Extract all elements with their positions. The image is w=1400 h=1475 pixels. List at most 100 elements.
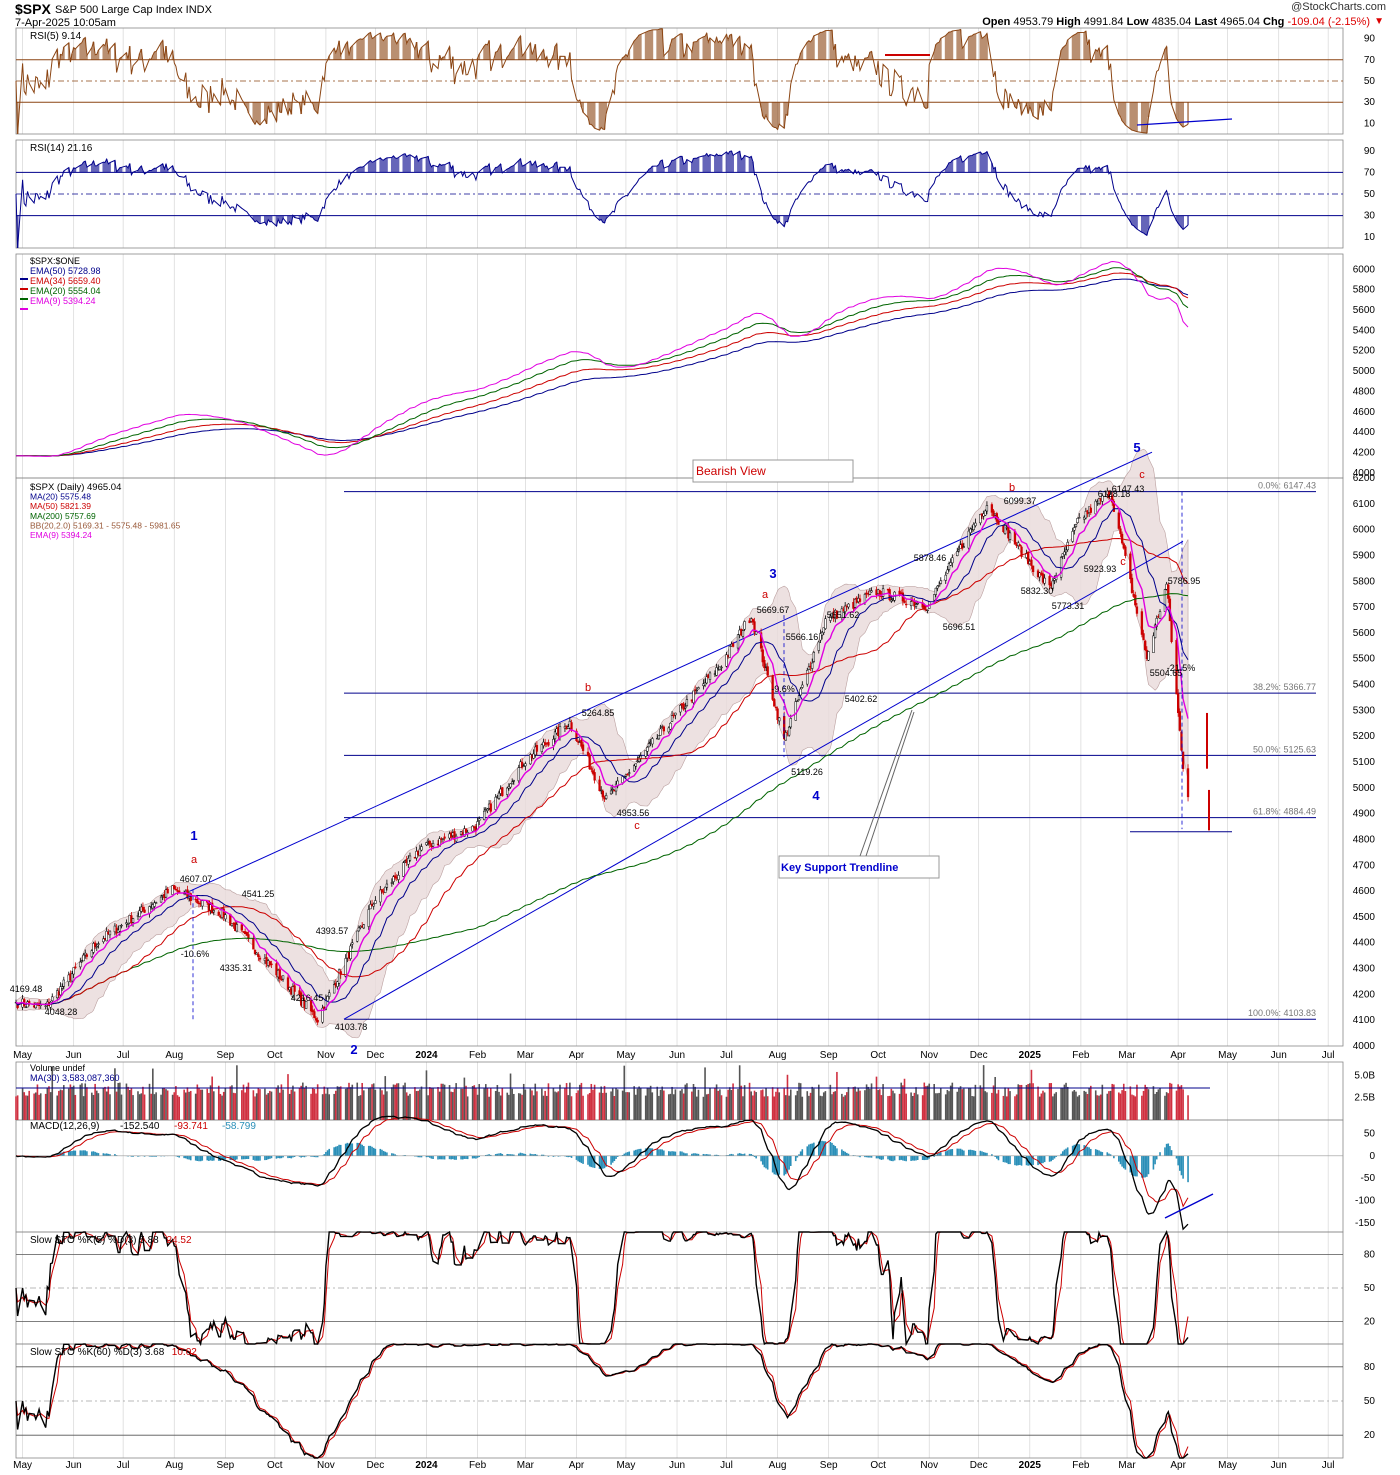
- volume-bar: [1060, 1087, 1062, 1120]
- volume-bar: [1101, 1084, 1104, 1120]
- volume-bar: [844, 1095, 846, 1120]
- price-candle-body: [255, 952, 258, 955]
- volume-bar: [1048, 1083, 1051, 1120]
- macd-histogram-bar: [427, 1155, 429, 1158]
- macd-histogram-bar: [74, 1150, 77, 1156]
- macd-histogram-bar: [714, 1154, 716, 1156]
- volume-bar: [801, 1096, 804, 1120]
- price-candle-body: [840, 608, 844, 618]
- macd-histogram-bar: [288, 1155, 291, 1159]
- price-point-label: 4216.45: [291, 993, 324, 1003]
- volume-bar: [476, 1094, 479, 1120]
- price-point-label: 4393.57: [316, 926, 349, 936]
- price-candle-body: [547, 742, 550, 746]
- volume-bar: [605, 1092, 607, 1120]
- open-value: 4953.79: [1013, 16, 1054, 28]
- volume-bar: [69, 1084, 72, 1120]
- macd-histogram-bar: [1032, 1155, 1034, 1166]
- price-candle-body: [720, 666, 723, 669]
- volume-bar: [231, 1085, 233, 1120]
- volume-bar: [1109, 1090, 1112, 1120]
- volume-bar: [529, 1088, 532, 1120]
- price-candle-body: [95, 946, 98, 948]
- macd-histogram-bar: [979, 1150, 982, 1156]
- volume-bar: [682, 1093, 685, 1120]
- volume-bar: [264, 1088, 266, 1120]
- macd-histogram-bar: [981, 1151, 983, 1156]
- volume-bar: [15, 1096, 17, 1120]
- volume-bar: [437, 1087, 439, 1120]
- macd-histogram-bar: [1165, 1143, 1168, 1156]
- macd-histogram-bar: [114, 1154, 116, 1156]
- macd-histogram-bar: [972, 1150, 975, 1156]
- volume-bar: [292, 1085, 294, 1120]
- macd-histogram-bar: [730, 1153, 733, 1156]
- macd-histogram-bar: [674, 1151, 677, 1156]
- volume-bar: [369, 1087, 372, 1120]
- volume-bar: [293, 1091, 296, 1120]
- volume-bar: [267, 1093, 270, 1120]
- volume-bar: [1154, 1093, 1156, 1120]
- chart-symbol: $SPX: [15, 1, 51, 17]
- macd-histogram-bar: [900, 1155, 903, 1160]
- macd-histogram-bar: [280, 1155, 283, 1159]
- macd-histogram-bar: [671, 1151, 673, 1156]
- price-candle-body: [443, 836, 446, 839]
- y-tick-label: 5.0B: [1354, 1070, 1375, 1081]
- volume-bar: [270, 1091, 273, 1120]
- price-point-label: 5504.65: [1150, 668, 1183, 678]
- volume-bar: [438, 1091, 441, 1120]
- bearish-view-label: Bearish View: [696, 464, 766, 478]
- volume-bar: [79, 1084, 82, 1120]
- macd-histogram-bar: [997, 1155, 1000, 1161]
- volume-bar: [311, 1087, 314, 1120]
- volume-bar: [23, 1092, 26, 1120]
- ma200-line: [15, 593, 1189, 1006]
- price-candle-body: [1112, 501, 1116, 512]
- volume-bar: [799, 1083, 802, 1120]
- volume-bar: [611, 1088, 614, 1120]
- macd-histogram-bar: [298, 1155, 301, 1157]
- macd-histogram-bar: [86, 1151, 88, 1156]
- y-tick-label: 20: [1364, 1430, 1376, 1441]
- price-candle-body: [309, 1000, 313, 1012]
- macd-histogram-bar: [557, 1155, 560, 1157]
- volume-bar: [1004, 1087, 1006, 1120]
- volume-bar: [822, 1092, 825, 1120]
- volume-bar: [155, 1092, 157, 1120]
- volume-bar: [51, 1066, 54, 1120]
- macd-histogram-bar: [789, 1155, 792, 1166]
- volume-bar: [305, 1085, 307, 1120]
- price-candle-body: [868, 590, 872, 595]
- price-candle-body: [755, 631, 758, 635]
- price-candle-body: [974, 522, 977, 526]
- macd-histogram-bar: [1113, 1155, 1115, 1159]
- volume-bar: [417, 1090, 420, 1120]
- volume-bar: [910, 1092, 912, 1120]
- macd-histogram-bar: [488, 1154, 490, 1156]
- macd-histogram-bar: [72, 1150, 75, 1156]
- legend-swatch: [20, 308, 28, 310]
- macd-histogram-bar: [913, 1155, 916, 1161]
- x-tick-label: Jul: [117, 1460, 130, 1471]
- volume-bar: [326, 1088, 329, 1120]
- volume-bar: [74, 1094, 77, 1120]
- volume-bar: [742, 1096, 744, 1120]
- y-tick-label: 5000: [1353, 366, 1376, 377]
- macd-histogram-bar: [267, 1155, 270, 1160]
- macd-histogram-bar: [219, 1155, 222, 1161]
- price-legend: BB(20,2.0) 5169.31 - 5575.48 - 5981.65: [30, 520, 181, 530]
- volume-bar: [374, 1089, 377, 1120]
- volume-bar: [178, 1096, 180, 1120]
- macd-histogram-bar: [821, 1140, 823, 1156]
- volume-bar: [557, 1091, 560, 1120]
- volume-bar: [92, 1094, 95, 1120]
- macd-histogram-bar: [132, 1155, 134, 1157]
- volume-bar: [56, 1095, 59, 1120]
- volume-bar: [265, 1094, 268, 1120]
- macd-histogram-bar: [547, 1155, 550, 1157]
- volume-bar: [521, 1094, 523, 1120]
- macd-histogram-bar: [442, 1155, 444, 1160]
- price-candle-body: [1135, 606, 1139, 614]
- volume-bar: [968, 1088, 970, 1120]
